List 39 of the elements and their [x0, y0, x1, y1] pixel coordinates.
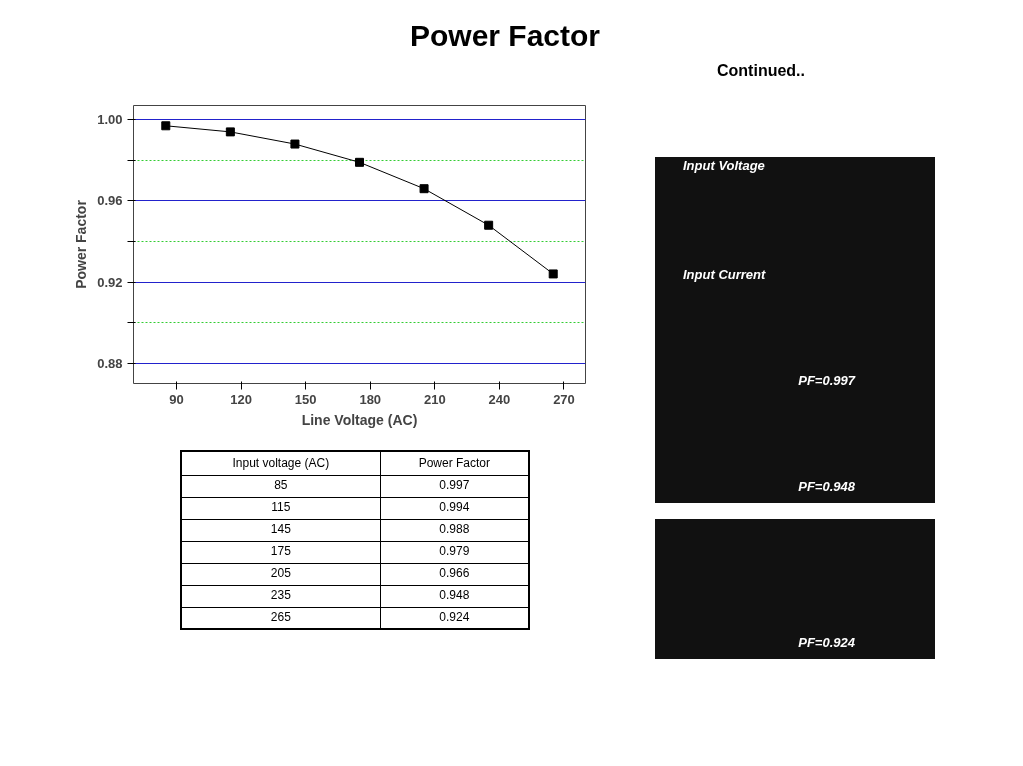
text: 235	[181, 585, 381, 607]
text: Continued..	[717, 61, 805, 81]
text: 0.948	[380, 585, 529, 607]
text: 0.924	[380, 607, 529, 629]
point	[161, 121, 171, 131]
point	[419, 184, 429, 194]
text: 175	[181, 541, 381, 563]
point	[225, 127, 235, 137]
picture-oscilloscope: PF=0.924	[655, 519, 935, 659]
x-tick-label: 90	[169, 391, 184, 407]
x-tick-label: 210	[423, 391, 446, 407]
text: 0.966	[380, 563, 529, 585]
y-tick-label: 0.92	[97, 274, 123, 290]
point	[484, 220, 494, 230]
text: 205	[181, 563, 381, 585]
text: Power Factor	[380, 451, 529, 475]
text: 0.988	[380, 519, 529, 541]
text: 115	[181, 497, 381, 519]
text: 0.997	[380, 475, 529, 497]
text: 0.994	[380, 497, 529, 519]
y-tick-label: 1.00	[97, 112, 123, 128]
y-tick-label: 0.96	[97, 193, 123, 209]
text: 85	[181, 475, 381, 497]
y-tick-label: 0.88	[97, 355, 123, 371]
x-tick-label: 150	[294, 391, 317, 407]
text: 265	[181, 607, 381, 629]
text: 0.979	[380, 541, 529, 563]
point	[548, 269, 558, 279]
point	[290, 139, 300, 149]
y-axis-title: Power Factor	[73, 199, 90, 289]
x-tick-label: 240	[488, 391, 511, 407]
x-tick-label: 120	[230, 391, 252, 407]
chart-title: Power Factor	[408, 18, 602, 54]
point	[355, 157, 364, 167]
x-tick-label: 270	[553, 391, 575, 407]
text: 145	[181, 519, 381, 541]
x-axis-title: Line Voltage (AC)	[301, 411, 418, 428]
x-tick-label: 180	[359, 391, 382, 407]
text: Input voltage (AC)	[181, 451, 381, 475]
